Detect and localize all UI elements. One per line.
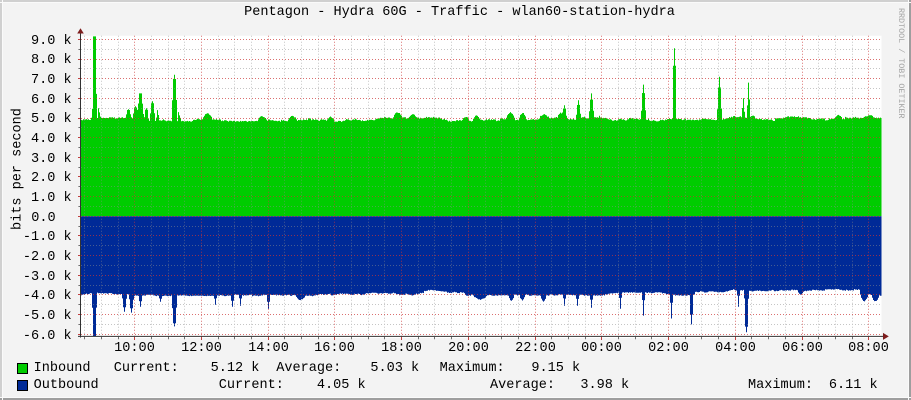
svg-text:bits per second: bits per second: [11, 108, 26, 230]
svg-text:RRDTOOL / TOBI OETIKER: RRDTOOL / TOBI OETIKER: [896, 8, 906, 119]
